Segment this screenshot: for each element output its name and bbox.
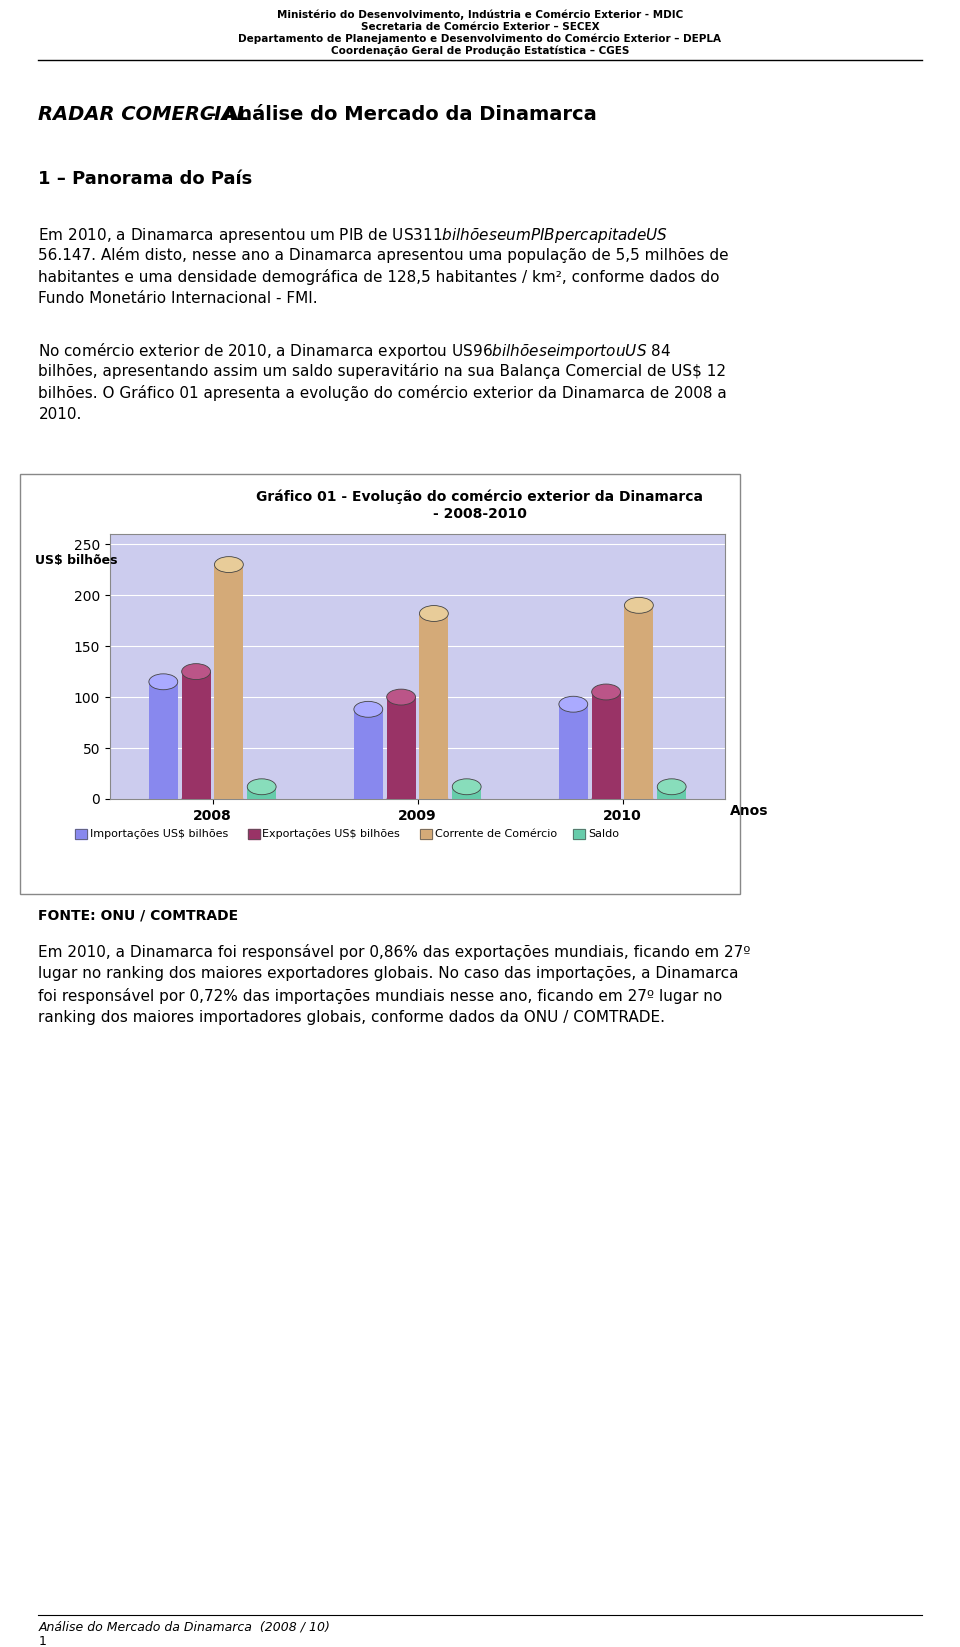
Text: - 2008-2010: - 2008-2010 (433, 507, 527, 520)
Text: Ministério do Desenvolvimento, Indústria e Comércio Exterior - MDIC: Ministério do Desenvolvimento, Indústria… (276, 10, 684, 20)
Text: Em 2010, a Dinamarca foi responsável por 0,86% das exportações mundiais, ficando: Em 2010, a Dinamarca foi responsável por… (38, 944, 751, 960)
Ellipse shape (181, 791, 210, 807)
Ellipse shape (387, 791, 416, 807)
Ellipse shape (420, 791, 448, 807)
Text: Anos: Anos (730, 804, 769, 819)
Text: lugar no ranking dos maiores exportadores globais. No caso das importações, a Di: lugar no ranking dos maiores exportadore… (38, 967, 739, 982)
Bar (624, 606, 654, 799)
Ellipse shape (214, 557, 243, 573)
Text: 56.147. Além disto, nesse ano a Dinamarca apresentou uma população de 5,5 milhõe: 56.147. Além disto, nesse ano a Dinamarc… (38, 247, 729, 264)
Ellipse shape (420, 606, 448, 621)
Ellipse shape (452, 791, 481, 807)
Bar (387, 697, 416, 799)
Text: Gráfico 01 - Evolução do comércio exterior da Dinamarca: Gráfico 01 - Evolução do comércio exteri… (256, 489, 704, 504)
Bar (452, 787, 481, 799)
Text: habitantes e uma densidade demográfica de 128,5 habitantes / km², conforme dados: habitantes e uma densidade demográfica d… (38, 268, 720, 285)
Text: bilhões, apresentando assim um saldo superavitário na sua Balança Comercial de U: bilhões, apresentando assim um saldo sup… (38, 362, 727, 379)
Bar (181, 672, 210, 799)
Ellipse shape (387, 688, 416, 705)
Ellipse shape (452, 779, 481, 796)
Text: Em 2010, a Dinamarca apresentou um PIB de US$ 311 bilhões e um PIB per capita de: Em 2010, a Dinamarca apresentou um PIB d… (38, 226, 668, 245)
Ellipse shape (559, 697, 588, 712)
Ellipse shape (248, 791, 276, 807)
Text: Corrente de Comércio: Corrente de Comércio (435, 828, 557, 838)
Text: Coordenação Geral de Produção Estatística – CGES: Coordenação Geral de Produção Estatístic… (331, 46, 629, 56)
Ellipse shape (624, 598, 654, 613)
Text: ranking dos maiores importadores globais, conforme dados da ONU / COMTRADE.: ranking dos maiores importadores globais… (38, 1010, 665, 1024)
Bar (591, 692, 620, 799)
Ellipse shape (149, 674, 178, 690)
Text: Saldo: Saldo (588, 828, 619, 838)
Text: bilhões. O Gráfico 01 apresenta a evolução do comércio exterior da Dinamarca de : bilhões. O Gráfico 01 apresenta a evoluç… (38, 385, 727, 400)
Ellipse shape (624, 791, 654, 807)
Bar (420, 613, 448, 799)
Ellipse shape (149, 791, 178, 807)
Ellipse shape (354, 791, 383, 807)
Text: Departamento de Planejamento e Desenvolvimento do Comércio Exterior – DEPLA: Departamento de Planejamento e Desenvolv… (238, 35, 722, 44)
Text: 2010.: 2010. (38, 407, 82, 422)
Ellipse shape (559, 791, 588, 807)
Bar (149, 682, 178, 799)
Text: US$ bilhões: US$ bilhões (35, 553, 117, 567)
Bar (658, 787, 686, 799)
Ellipse shape (214, 791, 243, 807)
Text: Análise do Mercado da Dinamarca  (2008 / 10): Análise do Mercado da Dinamarca (2008 / … (38, 1621, 330, 1632)
Ellipse shape (248, 779, 276, 796)
Text: Exportações US$ bilhões: Exportações US$ bilhões (262, 828, 400, 838)
Bar (559, 705, 588, 799)
Text: Fundo Monetário Internacional - FMI.: Fundo Monetário Internacional - FMI. (38, 292, 318, 306)
Ellipse shape (658, 779, 686, 796)
Ellipse shape (181, 664, 210, 680)
Text: – Análise do Mercado da Dinamarca: – Análise do Mercado da Dinamarca (200, 105, 596, 124)
Text: 1 – Panorama do País: 1 – Panorama do País (38, 170, 252, 188)
Text: 1: 1 (38, 1635, 46, 1647)
Ellipse shape (658, 791, 686, 807)
Ellipse shape (591, 791, 620, 807)
Bar (248, 787, 276, 799)
Text: foi responsável por 0,72% das importações mundiais nesse ano, ficando em 27º lug: foi responsável por 0,72% das importaçõe… (38, 988, 723, 1005)
Text: Secretaria de Comércio Exterior – SECEX: Secretaria de Comércio Exterior – SECEX (361, 21, 599, 31)
Text: Importações US$ bilhões: Importações US$ bilhões (90, 828, 228, 838)
Text: RADAR COMERCIAL: RADAR COMERCIAL (38, 105, 250, 124)
Text: No comércio exterior de 2010, a Dinamarca exportou US$ 96 bilhões e importou US$: No comércio exterior de 2010, a Dinamarc… (38, 341, 671, 361)
Ellipse shape (591, 684, 620, 700)
Bar (354, 710, 383, 799)
Ellipse shape (354, 702, 383, 716)
Bar (214, 565, 243, 799)
Text: FONTE: ONU / COMTRADE: FONTE: ONU / COMTRADE (38, 909, 238, 922)
